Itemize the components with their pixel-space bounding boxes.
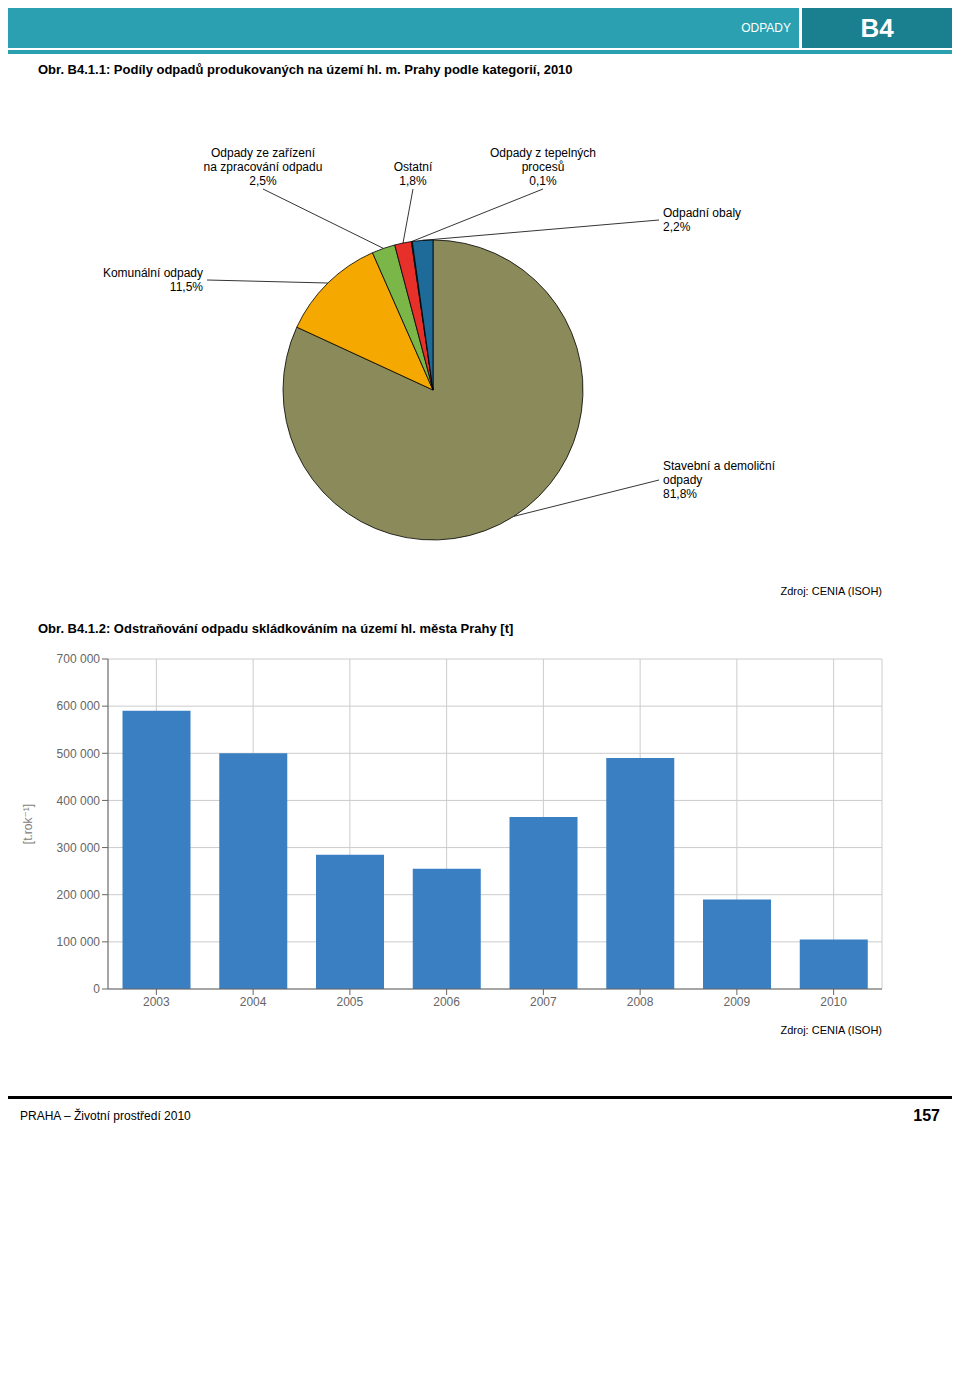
svg-text:400 000: 400 000 [57,794,101,808]
svg-text:2004: 2004 [240,995,267,1009]
svg-text:2003: 2003 [143,995,170,1009]
svg-text:Odpady z tepelnýchprocesů0,1%: Odpady z tepelnýchprocesů0,1% [490,146,596,188]
svg-text:2009: 2009 [724,995,751,1009]
html-text:B4: B4 [860,12,894,43]
svg-text:2006: 2006 [433,995,460,1009]
svg-text:2007: 2007 [530,995,557,1009]
svg-text:2010: 2010 [820,995,847,1009]
svg-text:Odpadní obaly2,2%: Odpadní obaly2,2% [663,206,741,234]
svg-text:500 000: 500 000 [57,747,101,761]
svg-text:Komunální odpady11,5%: Komunální odpady11,5% [103,266,203,294]
svg-text:2008: 2008 [627,995,654,1009]
html-text:Zdroj: CENIA (ISOH): Zdroj: CENIA (ISOH) [780,585,882,597]
html-text:Obr. B4.1.2: Odstraňování odpa: Obr. B4.1.2: Odstraňování odpadu skládko… [38,621,514,636]
svg-text:2005: 2005 [337,995,364,1009]
svg-text:0: 0 [93,982,100,996]
svg-text:Ostatní1,8%: Ostatní1,8% [394,160,433,188]
svg-text:600 000: 600 000 [57,699,101,713]
svg-text:200 000: 200 000 [57,888,101,902]
html-text:Obr. B4.1.1: Podíly odpadů pro: Obr. B4.1.1: Podíly odpadů produkovaných… [38,62,573,77]
svg-text:[t.rok⁻¹]: [t.rok⁻¹] [21,804,35,844]
svg-text:Stavební a demoličníodpady81,8: Stavební a demoličníodpady81,8% [663,459,776,501]
svg-text:Odpady ze zařízenína zpracován: Odpady ze zařízenína zpracování odpadu2,… [204,146,323,188]
svg-text:700 000: 700 000 [57,652,101,666]
svg-text:300 000: 300 000 [57,841,101,855]
svg-text:100 000: 100 000 [57,935,101,949]
html-text:PRAHA – Životní prostředí 2010: PRAHA – Životní prostředí 2010 [20,1109,191,1123]
html-text:ODPADY: ODPADY [741,21,791,35]
html-text:157: 157 [913,1107,940,1124]
html-text:Zdroj: CENIA (ISOH): Zdroj: CENIA (ISOH) [780,1024,882,1036]
